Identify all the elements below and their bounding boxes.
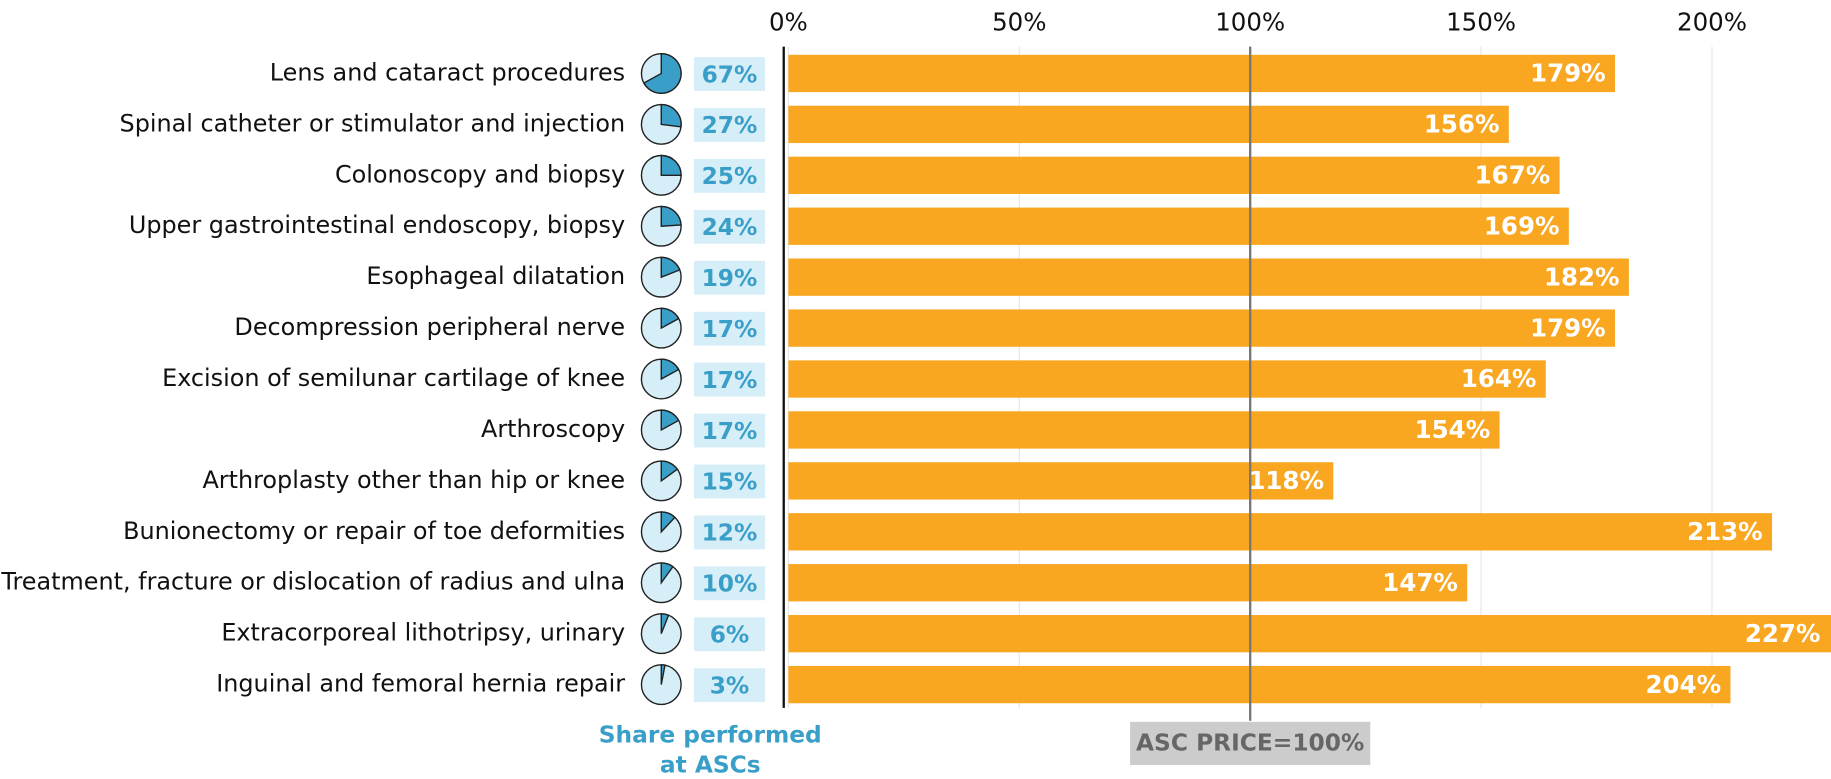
bar	[788, 615, 1831, 653]
category-label: Bunionectomy or repair of toe deformitie…	[123, 517, 625, 545]
share-label: 17%	[702, 418, 758, 445]
bar	[788, 462, 1334, 500]
share-label-box	[693, 362, 766, 397]
reference-label: ASC PRICE=100%	[1136, 730, 1364, 757]
pie-wedge	[660, 256, 681, 279]
share-label: 24%	[702, 214, 758, 241]
pie-wedge	[642, 52, 682, 94]
category-label: Extracorporeal lithotripsy, urinary	[221, 619, 625, 647]
share-label: 15%	[702, 469, 758, 496]
share-label-box	[693, 617, 766, 652]
share-label-box	[693, 108, 766, 142]
reference-label-box	[1130, 721, 1371, 766]
category-label: Inguinal and femoral hernia repair	[216, 670, 625, 698]
pie-wedge	[660, 562, 674, 585]
category-label: Excision of semilunar cartilage of knee	[162, 364, 625, 392]
category-label: Arthroscopy	[481, 415, 625, 443]
share-label-box	[693, 413, 766, 448]
share-label-box	[693, 464, 766, 499]
bar	[788, 309, 1616, 347]
bar-value-label: 154%	[1415, 415, 1491, 444]
share-label-box	[693, 515, 766, 550]
bar-value-label: 213%	[1687, 517, 1763, 546]
pie-wedge	[660, 613, 670, 634]
pie-wedge	[660, 358, 680, 381]
share-label-box	[693, 57, 766, 91]
share-label: 17%	[702, 316, 758, 343]
share-label: 3%	[710, 672, 750, 699]
bar-value-label: 204%	[1646, 670, 1722, 699]
bar-value-label: 227%	[1745, 619, 1821, 648]
bar	[788, 360, 1546, 398]
share-label-box	[693, 260, 766, 295]
pie-wedge	[660, 409, 680, 432]
share-label: 25%	[702, 163, 758, 190]
bar-value-label: 179%	[1530, 59, 1606, 88]
share-label: 19%	[702, 265, 758, 292]
category-label: Upper gastrointestinal endoscopy, biopsy	[129, 211, 625, 239]
category-label: Spinal catheter or stimulator and inject…	[120, 109, 626, 137]
share-label: 10%	[702, 571, 758, 598]
bar	[788, 54, 1616, 93]
bar-value-label: 182%	[1544, 262, 1620, 291]
bar-value-label: 147%	[1382, 568, 1458, 597]
x-tick-label: 50%	[992, 7, 1046, 36]
category-label: Esophageal dilatation	[366, 262, 625, 290]
pie-wedge	[660, 664, 666, 685]
bar	[788, 513, 1773, 551]
pie-wedge	[660, 205, 682, 227]
bar-value-label: 118%	[1248, 466, 1324, 495]
share-axis-label: at ASCs	[660, 752, 761, 779]
share-label: 27%	[702, 112, 758, 139]
share-label: 12%	[702, 520, 758, 547]
x-tick-label: 100%	[1215, 7, 1285, 36]
category-label: Arthroplasty other than hip or knee	[202, 466, 625, 494]
pie-wedge	[660, 154, 682, 177]
category-label: Lens and cataract procedures	[270, 58, 625, 86]
share-axis-label: Share performed	[599, 721, 822, 748]
share-label-box	[693, 566, 766, 601]
pie-wedge	[660, 511, 676, 534]
bar	[788, 411, 1500, 449]
share-label: 67%	[702, 61, 758, 88]
bar	[788, 105, 1509, 144]
bar-value-label: 156%	[1424, 110, 1500, 139]
x-tick-label: 0%	[769, 7, 808, 36]
x-tick-label: 200%	[1677, 7, 1747, 36]
bar	[788, 156, 1560, 194]
pie-wedge	[660, 460, 679, 483]
bar-value-label: 164%	[1461, 364, 1537, 393]
pie-wedge	[660, 103, 682, 128]
category-label: Treatment, fracture or dislocation of ra…	[0, 568, 625, 596]
bar-value-label: 167%	[1475, 160, 1551, 189]
x-tick-label: 150%	[1446, 7, 1516, 36]
bar	[788, 258, 1629, 296]
share-label-box	[693, 668, 766, 703]
pie-wedge	[660, 307, 680, 330]
bar	[788, 207, 1569, 245]
share-label: 6%	[710, 621, 750, 648]
share-label-box	[693, 158, 766, 193]
share-label: 17%	[702, 367, 758, 394]
category-label: Decompression peripheral nerve	[234, 313, 625, 341]
share-label-box	[693, 311, 766, 346]
bar	[788, 564, 1468, 602]
bar	[788, 665, 1731, 704]
category-label: Colonoscopy and biopsy	[335, 160, 625, 188]
bar-value-label: 169%	[1484, 211, 1560, 240]
share-label-box	[693, 209, 766, 244]
bar-value-label: 179%	[1530, 313, 1606, 342]
